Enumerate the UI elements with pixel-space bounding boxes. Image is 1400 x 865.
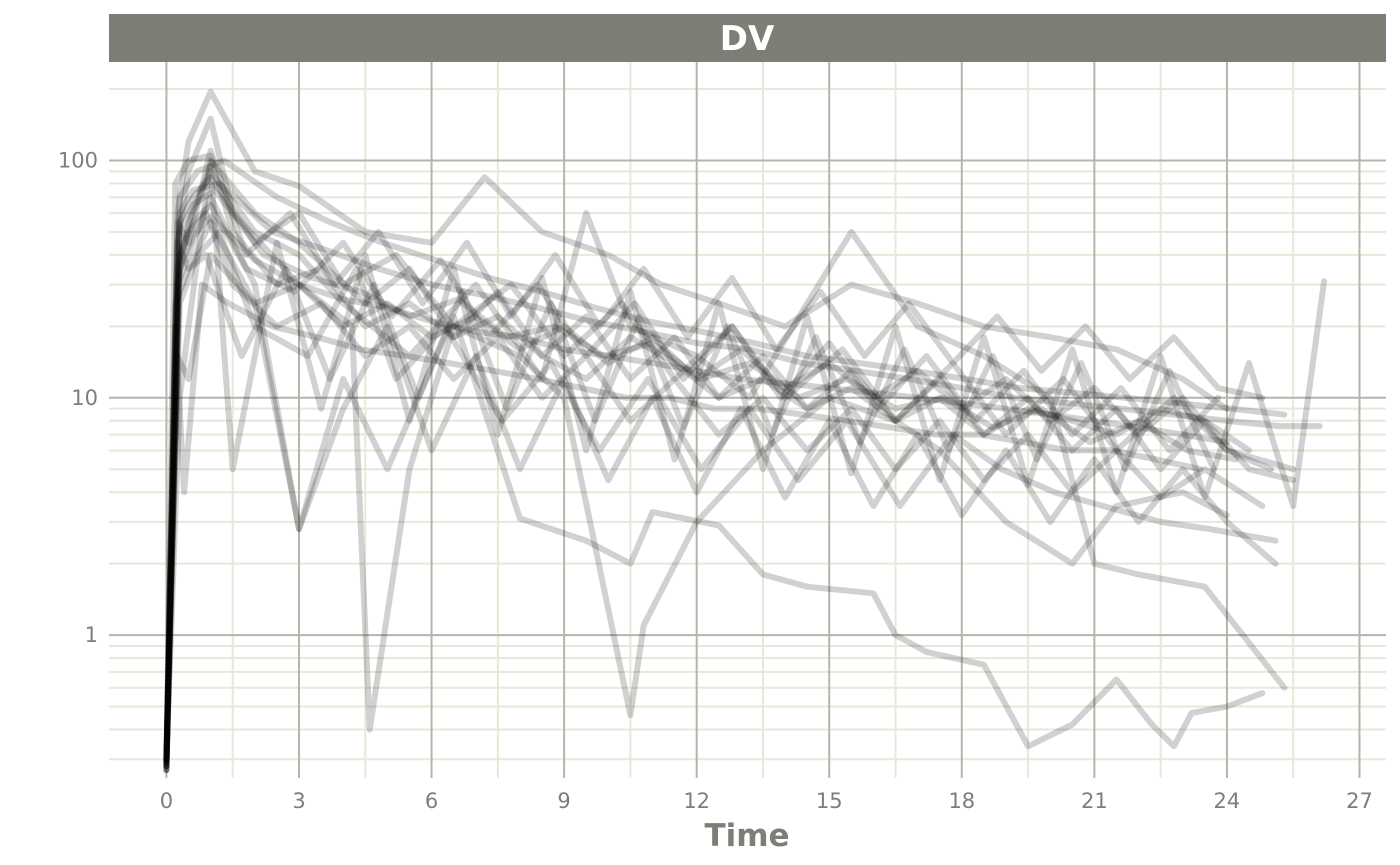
y-tick-label: 1 [85, 623, 98, 647]
series-line [163, 157, 1288, 774]
series-line [163, 251, 1217, 763]
series-line [163, 147, 1266, 770]
series-line [163, 168, 1288, 763]
series-line [163, 251, 1275, 770]
x-tick-label: 24 [1214, 789, 1241, 813]
x-tick-label: 18 [948, 789, 975, 813]
x-tick-label: 12 [683, 789, 710, 813]
series-line [163, 162, 1328, 766]
x-tick-label: 3 [292, 789, 305, 813]
series-lines [163, 88, 1328, 774]
minor-y-gridlines [109, 88, 1386, 761]
series-line [163, 157, 1297, 763]
series-line [163, 152, 1252, 770]
series-line [163, 219, 1279, 770]
x-axis-title: Time [704, 818, 789, 854]
facet-strip-background [109, 14, 1386, 62]
x-tick-label: 0 [160, 789, 173, 813]
series-line [163, 174, 1297, 774]
major-y-gridlines [109, 159, 1386, 637]
series-line [163, 187, 1239, 766]
y-tick-label: 100 [58, 148, 98, 172]
facet-strip-label: DV [720, 19, 775, 59]
series-line [163, 115, 1230, 763]
series-line [163, 194, 1266, 774]
series-line [163, 88, 1230, 770]
series-line [163, 213, 1230, 766]
x-tick-label: 6 [425, 789, 438, 813]
x-tick-label: 15 [816, 789, 843, 813]
x-tick-label: 9 [557, 789, 570, 813]
y-tick-label: 10 [71, 386, 98, 410]
series-line [163, 281, 1204, 763]
series-line [163, 201, 1222, 774]
x-tick-label: 27 [1346, 789, 1373, 813]
facet-strip: DV [109, 14, 1386, 62]
major-x-gridlines [165, 62, 1361, 778]
series-line [163, 228, 1279, 766]
plot-panel [109, 62, 1386, 778]
minor-x-gridlines [231, 62, 1295, 778]
x-tick-label: 21 [1081, 789, 1108, 813]
x-axis-tick-labels: 0 3 6 9 12 15 18 21 24 27 [160, 789, 1373, 813]
series-line [163, 180, 1323, 763]
y-axis-tick-labels: 1 10 100 [58, 148, 98, 647]
series-line [163, 210, 1266, 763]
